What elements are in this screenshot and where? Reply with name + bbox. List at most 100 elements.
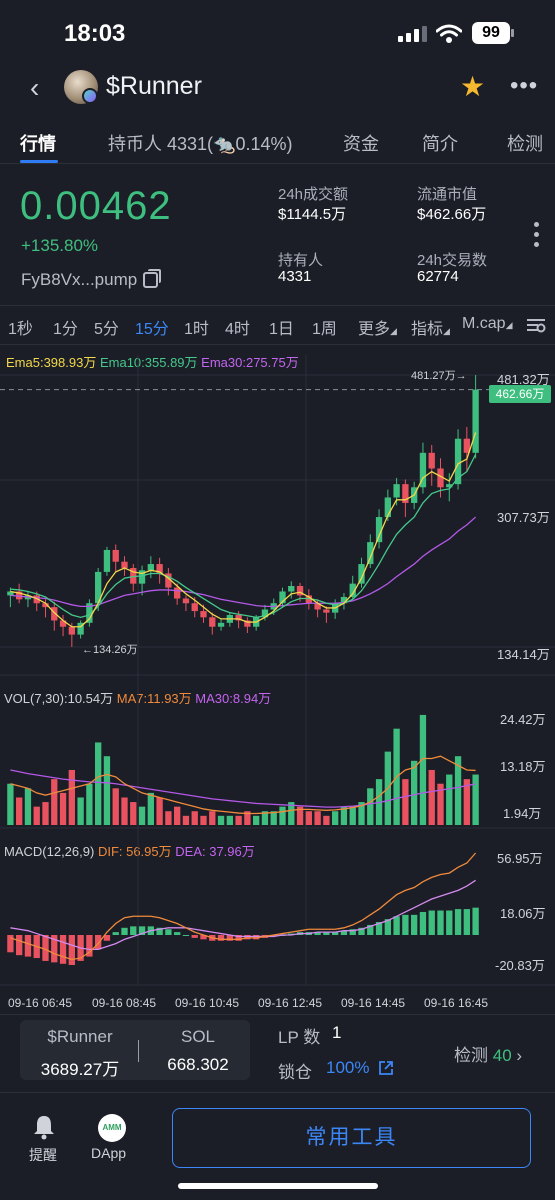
macd-histogram-bar: [121, 927, 128, 936]
volume-bar: [314, 811, 321, 825]
macd-legend: MACD(12,26,9) DIF: 56.95万 DEA: 37.96万: [4, 841, 255, 860]
favorite-star-icon[interactable]: ★: [460, 71, 486, 102]
interval-5m[interactable]: 5分: [94, 321, 119, 338]
stat-txns-label: 24h交易数: [417, 252, 488, 269]
check-score[interactable]: 检测 40 ›: [454, 1041, 522, 1066]
candle: [7, 591, 14, 596]
tab-holders[interactable]: 持币人 4331(🐀0.14%): [108, 130, 293, 156]
macd-histogram-bar: [200, 935, 207, 940]
y-axis-max: 481.32万: [497, 372, 550, 387]
macd-histogram-bar: [138, 926, 146, 936]
macd-label: MACD(12,26,9): [4, 844, 95, 859]
volume-bar: [340, 806, 348, 825]
interval-bar: [0, 305, 555, 345]
tab-intro[interactable]: 简介: [422, 134, 458, 154]
interval-1d[interactable]: 1日: [269, 321, 294, 338]
vol-ma7-line: [10, 755, 476, 815]
volume-bar: [288, 802, 295, 825]
volume-bar: [226, 815, 233, 825]
more-menu-icon[interactable]: •••: [510, 72, 539, 99]
volume-bar: [411, 760, 418, 825]
min-price-marker: ←134.26万: [82, 644, 138, 656]
volume-bar: [296, 806, 304, 825]
chart-settings-icon[interactable]: [526, 316, 546, 334]
candle: [437, 468, 444, 488]
y-axis-mid: 307.73万: [497, 510, 550, 525]
macd-histogram-bar: [419, 911, 427, 936]
macd-axis-max: 56.95万: [497, 851, 543, 866]
interval-1m[interactable]: 1分: [53, 321, 78, 338]
interval-1w[interactable]: 1周: [312, 321, 337, 338]
volume-bar: [95, 742, 102, 825]
macd-histogram-bar: [68, 935, 75, 965]
tab-market[interactable]: 行情: [20, 134, 56, 154]
tab-check[interactable]: 检测: [507, 134, 543, 154]
tab-active-indicator: [20, 160, 58, 163]
dea-line: [10, 879, 476, 951]
dropdown-corner-icon: ◢: [390, 326, 397, 336]
volume-bar: [24, 788, 32, 825]
interval-1h[interactable]: 1时: [184, 321, 209, 338]
candle: [103, 549, 111, 572]
macd-histogram-bar: [42, 935, 49, 961]
volume-bar: [68, 769, 75, 825]
volume-bar: [191, 811, 198, 825]
volume-bar: [217, 815, 225, 825]
candle: [279, 591, 286, 604]
macd-histogram-bar: [288, 933, 295, 936]
bell-icon[interactable]: [32, 1114, 56, 1140]
dropdown-corner-icon: ◢: [505, 320, 513, 330]
macd-histogram-bar: [393, 916, 400, 936]
interval-more-label: 更多: [358, 321, 391, 338]
ma7-label: MA7:11.93万: [116, 691, 192, 706]
tab-funds[interactable]: 资金: [343, 134, 379, 154]
candle: [191, 603, 198, 612]
mcap-toggle-label: M.cap: [462, 315, 506, 332]
macd-histogram-bar: [191, 935, 198, 938]
volume-bar: [59, 792, 67, 825]
volume-bar: [42, 802, 49, 825]
external-link-icon[interactable]: [378, 1060, 394, 1076]
interval-4h[interactable]: 4时: [225, 321, 250, 338]
candle: [16, 591, 23, 600]
interval-1s[interactable]: 1秒: [8, 321, 33, 338]
mcap-toggle[interactable]: M.cap◢: [462, 315, 513, 333]
candle: [174, 587, 181, 599]
back-button[interactable]: ‹: [30, 72, 40, 103]
x-label-1: 09-16 06:45: [8, 996, 73, 1010]
candle: [42, 603, 49, 608]
amm-icon[interactable]: AMM: [98, 1114, 126, 1142]
ema5-label: Ema5:398.93万: [6, 355, 97, 370]
volume-bar: [112, 788, 119, 825]
volume-axis-mid: 13.18万: [500, 759, 546, 774]
candle: [261, 609, 269, 618]
nav-dapp-label[interactable]: DApp: [91, 1145, 127, 1161]
volume-bar: [130, 802, 137, 825]
volume-bar: [86, 783, 93, 825]
macd-histogram-bar: [270, 935, 277, 937]
lp-count-label: LP 数: [278, 1028, 321, 1047]
chain-badge-icon: [82, 88, 98, 104]
lock-value[interactable]: 100%: [326, 1058, 370, 1077]
amm-icon-text: AMM: [102, 1123, 122, 1132]
macd-histogram-bar: [7, 935, 14, 953]
candle: [86, 603, 93, 623]
volume-bar: [367, 788, 374, 825]
common-tools-button[interactable]: 常用工具: [172, 1108, 531, 1168]
candle: [217, 622, 225, 627]
dropdown-corner-icon: ◢: [443, 326, 450, 336]
interval-15m[interactable]: 15分: [135, 321, 169, 338]
volume-bar: [463, 779, 470, 825]
price-chart[interactable]: [0, 345, 555, 1020]
volume-bar: [165, 811, 172, 825]
indicator-menu[interactable]: 指标◢: [411, 315, 450, 339]
x-label-5: 09-16 14:45: [341, 996, 406, 1010]
nav-alert-label[interactable]: 提醒: [29, 1147, 57, 1163]
macd-histogram-bar: [165, 929, 172, 936]
copy-icon[interactable]: [143, 269, 161, 288]
more-stats-icon[interactable]: [534, 222, 539, 252]
interval-more[interactable]: 更多◢: [358, 315, 397, 339]
contract-address[interactable]: FyB8Vx...pump: [21, 270, 138, 289]
candle: [121, 561, 128, 568]
macd-histogram-bar: [446, 910, 453, 936]
